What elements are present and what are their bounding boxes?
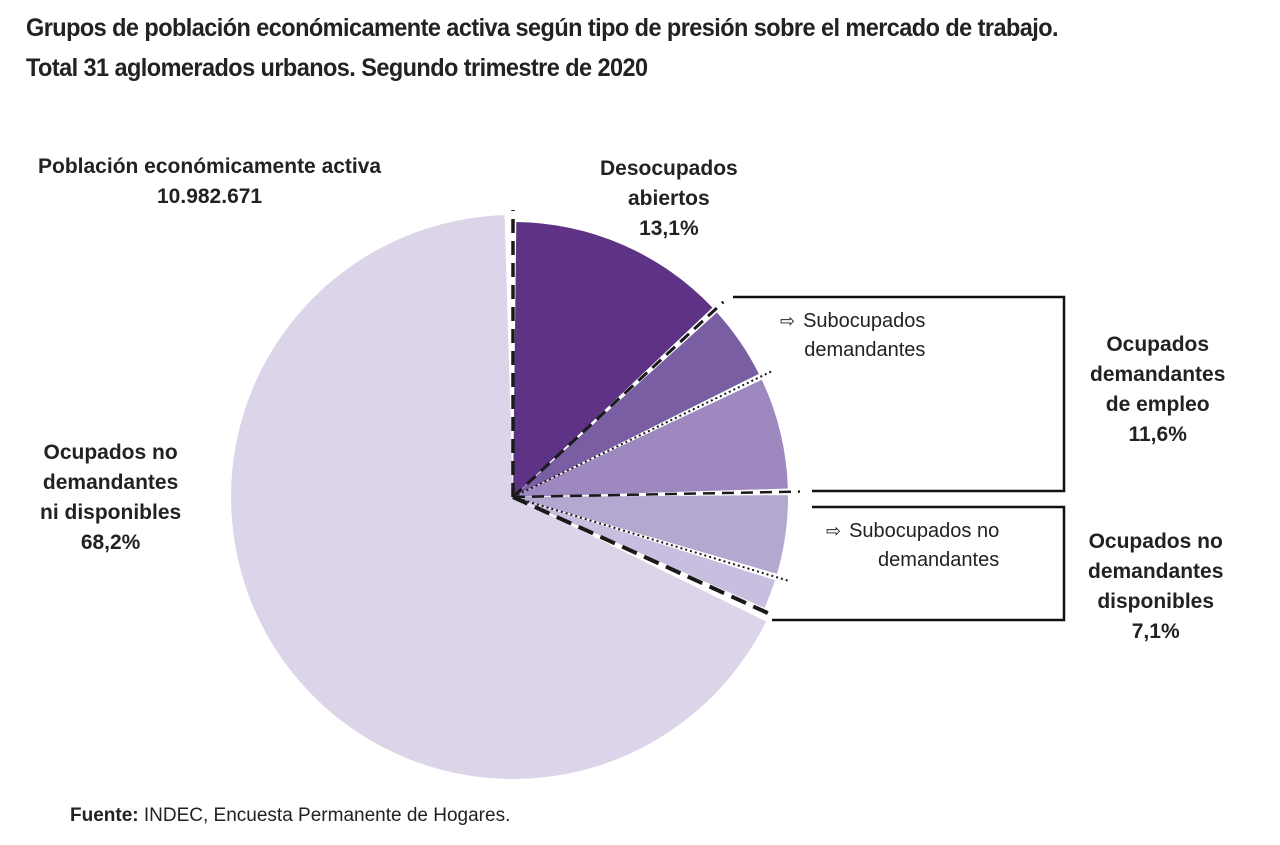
label-desocupados: Desocupados abiertos 13,1%	[600, 154, 738, 244]
label-od-line3: de empleo	[1105, 393, 1210, 416]
label-ondnd-line3: ni disponibles	[40, 501, 182, 524]
label-od-pct: 11,6%	[1128, 423, 1187, 446]
chart-title: Grupos de población económicamente activ…	[26, 8, 1059, 88]
title-line-2: Total 31 aglomerados urbanos. Segundo tr…	[26, 54, 648, 82]
pie-slice-subocupados-demandantes	[513, 312, 759, 497]
bracket-ocupados-demandantes	[733, 295, 1066, 493]
label-sd-line2: demandantes	[804, 339, 926, 361]
pie-slice-subocupados-no-demandantes	[513, 495, 788, 574]
total-label: Población económicamente activa 10.982.6…	[38, 152, 381, 212]
source-note: Fuente: INDEC, Encuesta Permanente de Ho…	[70, 805, 510, 827]
label-ocupados-demandantes: Ocupados demandantes de empleo 11,6%	[1090, 330, 1225, 450]
label-snd-line2: demandantes	[878, 549, 1000, 571]
label-desocupados-line1: Desocupados	[600, 157, 738, 180]
label-ondnd-line1: Ocupados no	[43, 441, 178, 464]
pie-slice-ocupados-no-demandantes-ni-disponibles	[231, 215, 767, 780]
label-subocupados-demandantes: ⇨ Subocupados demandantes	[780, 307, 925, 365]
arrow-right-icon: ⇨	[780, 311, 796, 331]
title-line-1: Grupos de población económicamente activ…	[26, 14, 1059, 42]
label-ondnd-line2: demandantes	[42, 471, 179, 494]
label-ondnd-pct: 68,2%	[80, 531, 141, 554]
pie-slice-ocupados-demandantes-de-empleo	[513, 379, 788, 497]
label-od-line2: demandantes	[1090, 363, 1226, 386]
label-subocupados-no-demandantes: ⇨ Subocupados no demandantes	[826, 517, 999, 575]
label-desocupados-pct: 13,1%	[639, 217, 699, 240]
total-label-text: Población económicamente activa	[38, 155, 382, 178]
label-ocupados-no-dem-disp: Ocupados no demandantes disponibles 7,1%	[1088, 527, 1223, 647]
label-ondd-pct: 7,1%	[1131, 620, 1180, 643]
pie-slice-desocupados-abiertos	[513, 222, 713, 497]
label-desocupados-line2: abiertos	[628, 187, 710, 210]
label-sd-line1: Subocupados	[803, 310, 926, 332]
source-text: INDEC, Encuesta Permanente de Hogares.	[138, 805, 511, 826]
source-bold: Fuente:	[70, 805, 139, 826]
pie-slice-ocupados-no-demandantes-disponibles	[513, 497, 776, 608]
label-ondd-line1: Ocupados no	[1088, 530, 1223, 553]
label-ondd-line3: disponibles	[1097, 590, 1215, 613]
label-ondd-line2: demandantes	[1088, 560, 1224, 583]
label-ocupados-no-dem-ni-disp: Ocupados no demandantes ni disponibles 6…	[40, 438, 181, 558]
label-snd-line1: Subocupados no	[849, 520, 1000, 542]
label-od-line1: Ocupados	[1106, 333, 1210, 356]
bracket-ocupados-no-dem-disp	[772, 505, 1066, 622]
arrow-right-icon: ⇨	[826, 521, 842, 541]
slice-separator	[511, 300, 725, 499]
total-value: 10.982.671	[157, 185, 263, 208]
slice-separator	[512, 490, 800, 499]
